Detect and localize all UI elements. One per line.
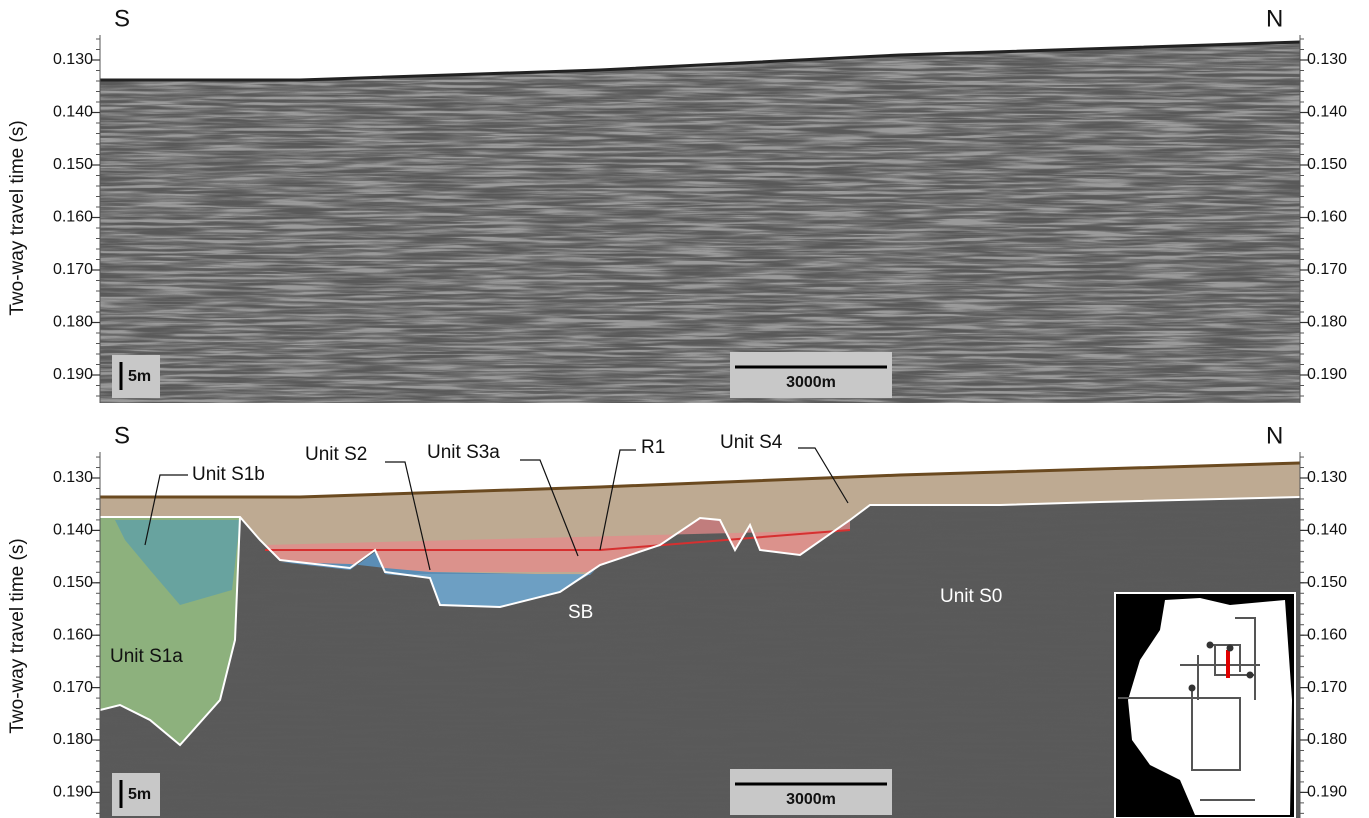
y-tick-label: 0.180 — [53, 314, 93, 331]
annotation: Unit S4 — [720, 432, 783, 453]
vertical-scale-label: 5m — [128, 368, 151, 385]
left-label: S — [114, 5, 130, 32]
annotation: Unit S1b — [192, 464, 265, 485]
horizontal-scale-label: 3000m — [786, 374, 836, 391]
axis-ticks: 0.130 0.140 0.150 0.160 0.170 0.180 0.190 0.130… — [53, 35, 1347, 818]
y-tick-label: 0.160 — [1307, 626, 1347, 643]
y-axis-label: Two-way travel time (s) — [7, 538, 28, 733]
y-tick-label: 0.190 — [1307, 366, 1347, 383]
horizontal-scale-label: 3000m — [786, 791, 836, 808]
y-tick-label: 0.140 — [53, 104, 93, 121]
y-tick-label: 0.170 — [1307, 261, 1347, 278]
right-label: N — [1266, 422, 1283, 449]
y-tick-label: 0.190 — [53, 784, 93, 801]
y-tick-label: 0.180 — [1307, 314, 1347, 331]
y-tick-label: 0.130 — [53, 51, 93, 68]
y-tick-label: 0.140 — [53, 522, 93, 539]
y-tick-label: 0.130 — [1307, 469, 1347, 486]
y-tick-label: 0.170 — [1307, 679, 1347, 696]
y-tick-label: 0.160 — [53, 626, 93, 643]
y-tick-label: 0.160 — [1307, 209, 1347, 226]
annotation: Unit S3a — [427, 442, 500, 463]
location-map — [1114, 592, 1296, 818]
y-tick-label: 0.170 — [53, 261, 93, 278]
right-label: N — [1266, 5, 1283, 32]
y-tick-label: 0.140 — [1307, 522, 1347, 539]
annotation: Unit S1a — [110, 646, 183, 667]
annotation: SB — [568, 602, 593, 623]
horizontal-scale: 3000m — [730, 769, 892, 815]
y-tick-label: 0.190 — [1307, 784, 1347, 801]
y-tick-label: 0.190 — [53, 366, 93, 383]
left-label: S — [114, 422, 130, 449]
annotation: R1 — [641, 437, 665, 458]
y-tick-label: 0.150 — [53, 574, 93, 591]
horizontal-scale: 3000m — [730, 352, 892, 398]
y-tick-label: 0.150 — [1307, 574, 1347, 591]
seismic-profile-lower — [100, 452, 1300, 818]
y-tick-label: 0.150 — [1307, 156, 1347, 173]
y-tick-label: 0.180 — [53, 731, 93, 748]
y-axis-label: Two-way travel time (s) — [7, 120, 28, 315]
y-tick-label: 0.160 — [53, 209, 93, 226]
y-tick-label: 0.170 — [53, 679, 93, 696]
annotations: Unit S1b Unit S2 Unit S3a R1 Unit S4 SB … — [110, 432, 1002, 667]
vertical-scale: 5m — [112, 355, 160, 398]
annotation: Unit S0 — [940, 586, 1002, 607]
y-tick-label: 0.150 — [53, 156, 93, 173]
y-tick-label: 0.140 — [1307, 104, 1347, 121]
y-tick-label: 0.180 — [1307, 731, 1347, 748]
annotation: Unit S2 — [305, 444, 367, 465]
seismic-profile-upper — [100, 35, 1300, 403]
y-tick-label: 0.130 — [53, 469, 93, 486]
vertical-scale-label: 5m — [128, 786, 151, 803]
vertical-scale: 5m — [112, 773, 160, 816]
y-tick-label: 0.130 — [1307, 51, 1347, 68]
